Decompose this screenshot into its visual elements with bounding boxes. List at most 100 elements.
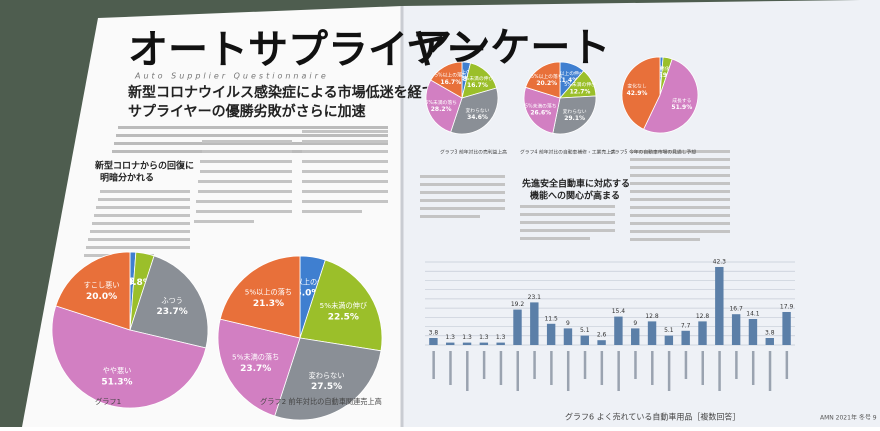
slice-value: 1.3% xyxy=(653,72,670,79)
category-label xyxy=(533,351,536,379)
title-right: アンケート xyxy=(412,25,610,71)
category-label xyxy=(718,351,721,391)
slice-label: 悪化 xyxy=(660,65,670,72)
bar-value: 5.1 xyxy=(580,327,590,334)
bar xyxy=(681,330,690,345)
bar xyxy=(782,311,791,345)
bar-value: 1.3 xyxy=(496,334,506,341)
category-label xyxy=(634,351,637,379)
bar-value: 3.8 xyxy=(765,329,775,336)
slice-label: 成長する xyxy=(672,97,691,104)
bar xyxy=(580,335,589,345)
slice-value: 12.7% xyxy=(570,88,591,95)
slice-label: やや悪い xyxy=(103,366,132,375)
bar-value: 23.1 xyxy=(528,294,542,301)
category-label xyxy=(499,351,503,385)
category-label xyxy=(751,351,755,385)
slice-label: 5%以上の落ち xyxy=(245,288,292,297)
slice-value: 16.7% xyxy=(440,79,461,86)
category-label xyxy=(432,351,435,379)
slice-label: 5%未満の伸び xyxy=(462,75,494,82)
slice-value: 26.6% xyxy=(530,109,551,116)
bar xyxy=(647,321,657,345)
bar-value: 17.9 xyxy=(780,303,794,310)
category-label xyxy=(701,351,704,385)
section-heading: 機能への関心が高まる xyxy=(530,190,620,202)
pie-slice xyxy=(525,61,561,99)
section-heading: 新型コロナからの回復に xyxy=(95,160,194,172)
slice-label: すこし悪い xyxy=(84,280,120,289)
bar xyxy=(597,340,606,345)
bar xyxy=(664,335,674,345)
category-label xyxy=(600,351,604,385)
slice-value: 23.7% xyxy=(157,307,188,317)
bar xyxy=(479,342,489,345)
bar xyxy=(429,337,438,345)
bar xyxy=(546,323,556,345)
slice-label: 5%以上の伸び xyxy=(449,69,481,76)
bar-value: 1.3 xyxy=(445,334,455,341)
slice-label: 変化なし xyxy=(627,83,646,90)
slice-label: 変わらない xyxy=(309,371,345,380)
slice-value: 27.5% xyxy=(311,382,342,392)
slice-label: 5%未満の落ち xyxy=(525,102,557,109)
pie-slice xyxy=(299,259,383,352)
bar xyxy=(496,342,505,345)
bar xyxy=(715,266,724,345)
pie-slice xyxy=(274,337,382,421)
category-label xyxy=(617,351,620,391)
slice-value: 20.0% xyxy=(86,292,117,302)
slice-value: 16.7% xyxy=(467,82,488,89)
bar-value: 12.8 xyxy=(696,313,710,320)
category-label xyxy=(516,351,519,391)
bar-value: 19.2 xyxy=(511,301,525,308)
pie-slice xyxy=(55,251,131,331)
bar xyxy=(698,321,707,345)
bar-value: 7.7 xyxy=(681,322,691,329)
chart-caption: グラフ1 xyxy=(95,397,121,406)
bar-value: 3.8 xyxy=(429,329,439,336)
section-heading: 先進安全自動車に対応する xyxy=(522,178,630,190)
slice-label: 5%以上の落ち xyxy=(531,73,563,80)
bar-value: 16.7 xyxy=(729,306,743,313)
slice-value: 23.7% xyxy=(240,364,271,374)
bar-value: 11.5 xyxy=(544,315,558,322)
slice-value: 1.2% xyxy=(119,277,144,287)
slice-label: 5%未満の伸び xyxy=(320,301,367,310)
section-heading: 明暗分かれる xyxy=(100,172,154,184)
bar xyxy=(614,316,623,345)
bar-value: 2.6 xyxy=(597,332,607,339)
bar-value: 9 xyxy=(566,320,570,327)
slice-value: 28.2% xyxy=(431,106,452,113)
pie-slice xyxy=(430,61,463,99)
slice-value: 3.9% xyxy=(656,72,673,79)
pie-slice xyxy=(51,305,207,409)
category-label xyxy=(684,351,688,379)
bar xyxy=(765,337,774,345)
bar xyxy=(631,328,640,345)
category-label xyxy=(449,351,452,385)
slice-value: 42.9% xyxy=(627,90,648,97)
slice-label: 不合格 xyxy=(654,64,669,71)
slice-label: 5%以上の落ち xyxy=(435,72,467,79)
headline: 新型コロナウイルス感染症による市場低迷を経て xyxy=(128,84,436,101)
slice-label: ふつう xyxy=(161,296,183,305)
slice-label: 5%以上の伸び xyxy=(284,277,331,286)
bar-value: 42.3 xyxy=(713,258,727,265)
headline: サプライヤーの優勝劣敗がさらに加速 xyxy=(128,103,366,120)
chart-caption: グラフ4 前年対比の自動車補修・工業売上高 xyxy=(520,149,616,156)
slice-value: 3.8% xyxy=(127,278,152,288)
slice-value: 51.3% xyxy=(101,377,132,387)
bar xyxy=(731,314,741,345)
category-label xyxy=(583,351,587,379)
slice-label: 5%未満の落ち xyxy=(425,99,457,106)
pie-slice xyxy=(523,86,561,134)
category-label xyxy=(566,351,570,391)
pie-slice xyxy=(219,255,301,339)
chart-caption: グラフ2 前年対比の自動車関連売上高 xyxy=(260,397,382,406)
bar xyxy=(513,309,522,345)
slice-value: 20.2% xyxy=(536,80,557,87)
pie-slice xyxy=(621,56,661,130)
bar xyxy=(530,302,539,345)
